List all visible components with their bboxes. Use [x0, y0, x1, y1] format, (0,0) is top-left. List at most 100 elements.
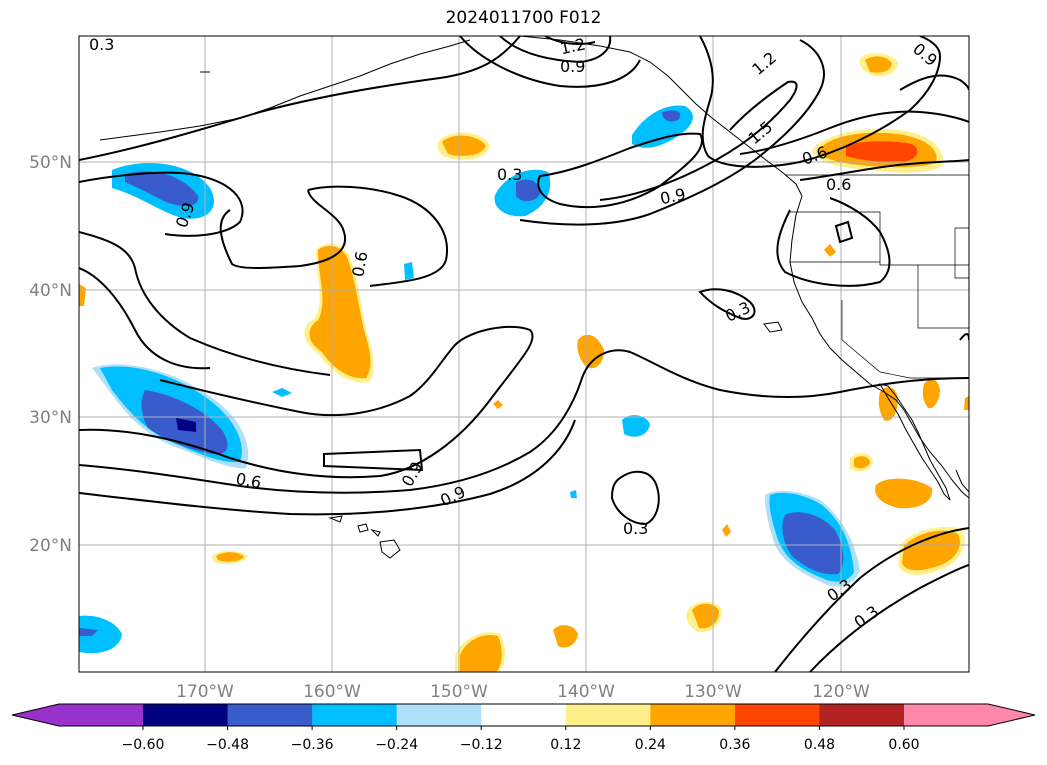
contour-label: 1.2 — [558, 34, 587, 58]
shade-positive-region — [824, 244, 836, 257]
shade-positive-region — [442, 135, 486, 156]
hawaii-island — [379, 539, 401, 559]
shade-negative-region — [782, 512, 844, 575]
colorbar-bins — [59, 704, 988, 726]
contour-label: 0.6 — [826, 175, 851, 194]
hawaii-island — [328, 515, 343, 523]
shade-positive-region — [553, 625, 578, 648]
colorbar-tick-label: 0.36 — [719, 737, 750, 753]
shade-negative-region — [79, 615, 122, 654]
contour-line — [599, 80, 798, 201]
shade-positive-region — [216, 552, 244, 562]
contour-line — [79, 325, 534, 479]
contour-label: 0.3 — [623, 519, 648, 538]
shade-negative-region — [570, 490, 577, 498]
colorbar-extend-low — [12, 704, 59, 726]
state-border — [790, 211, 969, 266]
colorbar-bin — [312, 704, 398, 726]
colorbar-outline — [11, 703, 1036, 727]
state-border — [917, 265, 969, 329]
colorbar-tick-label: −0.24 — [375, 737, 418, 753]
colorbar-bin — [396, 704, 482, 726]
colorbar-tick-label: 0.48 — [804, 737, 835, 753]
shade-negative-region — [79, 628, 98, 636]
contour-line — [323, 448, 424, 472]
lat-label: 30°N — [29, 408, 72, 428]
aleutian-coast — [99, 39, 471, 141]
shade-positive-region — [875, 478, 933, 509]
lat-label: 40°N — [29, 281, 72, 301]
colorbar-bin — [565, 704, 651, 726]
map-frame — [78, 35, 970, 673]
shade-positive-region — [902, 530, 960, 571]
contour-label: 0.3 — [497, 165, 522, 184]
contour-label: 0.9 — [560, 57, 585, 76]
colorbar-bin — [481, 704, 567, 726]
shade-negative-region — [125, 171, 199, 206]
contour-label: 0.6 — [348, 250, 371, 278]
colorbar-bin — [819, 704, 905, 726]
shade-positive-region — [878, 387, 898, 421]
colorbar-bin — [59, 704, 143, 726]
contour-line — [699, 36, 942, 168]
state-border — [841, 300, 911, 379]
lon-label: 130°W — [684, 682, 742, 702]
contour-line — [834, 220, 854, 244]
contour-line — [79, 349, 969, 494]
state-border — [954, 227, 969, 279]
graticule — [79, 36, 969, 672]
lat-label: 20°N — [29, 536, 72, 556]
colorbar-bin — [227, 704, 313, 726]
contour-line — [79, 267, 211, 370]
hawaii-island — [357, 523, 369, 533]
contour-line — [799, 159, 969, 181]
contour-line — [79, 419, 576, 516]
shade-positive-region — [922, 379, 940, 409]
contour-line — [774, 527, 969, 672]
shade-positive-region — [722, 524, 731, 537]
colorbar-tick-label: 0.12 — [550, 737, 581, 753]
shade-negative-core — [176, 418, 196, 432]
colorbar-bin — [734, 704, 820, 726]
lon-label: 120°W — [812, 682, 870, 702]
colorbar-bin — [650, 704, 736, 726]
coastlines — [99, 36, 969, 559]
lat-label: 50°N — [29, 153, 72, 173]
hawaii-island — [370, 529, 381, 537]
contour-line — [544, 36, 596, 45]
contours — [79, 36, 969, 672]
contour-line — [219, 189, 347, 269]
contour-line — [739, 110, 969, 155]
alaska-bc-coast — [519, 36, 803, 197]
contour-line — [499, 36, 612, 64]
shade-positive-region — [964, 396, 969, 410]
shade-negative-region — [662, 110, 681, 122]
shade-positive-region — [854, 456, 870, 469]
shade-negative-region — [622, 415, 650, 437]
lon-label: 170°W — [176, 682, 234, 702]
lon-label: 150°W — [430, 682, 488, 702]
shade-negative-region — [404, 262, 414, 280]
lon-label: 160°W — [303, 682, 361, 702]
contour-line — [459, 36, 641, 88]
colorbar-tick-label: −0.12 — [460, 737, 503, 753]
contour-line — [79, 171, 244, 237]
baja-peninsula — [878, 383, 951, 501]
colorbar-tick-label: −0.60 — [122, 737, 165, 753]
island — [763, 321, 783, 333]
colorbar-ticks: −0.60 −0.48 −0.36 −0.24 −0.12 0.12 0.24 0.36 0.4… — [122, 726, 920, 753]
colorbar-tick-label: −0.48 — [206, 737, 249, 753]
shade-positive-region — [577, 334, 604, 369]
colorbar-tick-label: −0.36 — [291, 737, 334, 753]
shade-negative-region — [516, 179, 540, 202]
colorbar-tick-label: 0.24 — [635, 737, 666, 753]
contour-label: 0.3 — [89, 35, 114, 54]
contour-line — [776, 197, 891, 287]
contour-line — [698, 288, 756, 320]
longitude-labels: 170°W 160°W 150°W 140°W 130°W 120°W — [176, 682, 870, 702]
colorbar-tick-label: 0.60 — [888, 737, 919, 753]
shade-positive-region — [493, 400, 503, 409]
shade-positive-region — [865, 56, 892, 73]
contour-line — [79, 36, 521, 161]
